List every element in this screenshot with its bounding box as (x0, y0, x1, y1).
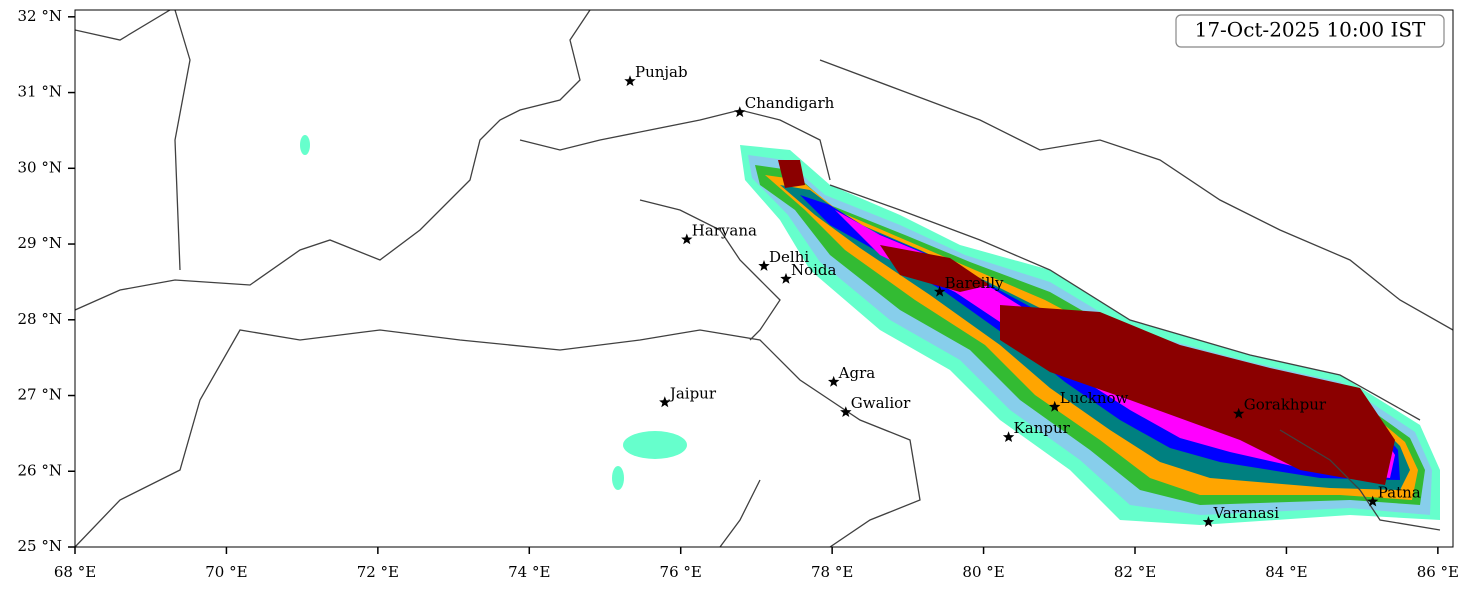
city-label: Kanpur (1014, 419, 1071, 437)
boundary (1279, 429, 1441, 531)
city-marker (734, 106, 746, 118)
x-tick-label: 84 °E (1265, 563, 1307, 581)
city-marker (1049, 400, 1061, 412)
rain-layer (778, 160, 805, 188)
x-tick-label: 72 °E (357, 563, 399, 581)
y-tick-label: 26 °N (18, 461, 62, 479)
boundary (75, 10, 171, 41)
city-label: Punjab (635, 63, 688, 81)
city-marker (1233, 407, 1245, 419)
y-tick-label: 32 °N (18, 7, 62, 25)
city-marker (780, 272, 792, 284)
x-tick-label: 78 °E (811, 563, 853, 581)
y-tick-label: 28 °N (18, 310, 62, 328)
city-label: Noida (791, 261, 837, 279)
y-tick-label: 30 °N (18, 158, 62, 176)
city-label: Delhi (769, 248, 809, 266)
x-tick-label: 82 °E (1114, 563, 1156, 581)
city-marker (624, 75, 636, 87)
boundary (819, 59, 1453, 331)
precipitation-field (300, 135, 1440, 525)
boundary (719, 479, 761, 547)
city-label: Jaipur (668, 384, 717, 402)
boundary (174, 10, 191, 271)
rain-patch (300, 135, 310, 155)
city-marker (1202, 516, 1215, 527)
city-marker (840, 406, 852, 417)
city-marker (659, 396, 671, 408)
city-label: Bareilly (945, 274, 1004, 292)
city-label: Lucknow (1060, 389, 1129, 407)
boundary (75, 10, 591, 311)
y-tick-label: 31 °N (18, 83, 62, 101)
city-marker (1002, 431, 1015, 442)
y-tick-label: 25 °N (18, 537, 62, 555)
plot-frame (74, 9, 1454, 548)
city-marker (681, 233, 693, 245)
city-label: Chandigarh (745, 94, 835, 112)
city-label: Varanasi (1212, 504, 1279, 522)
boundary (639, 199, 781, 341)
boundaries (75, 10, 1453, 547)
x-tick-label: 76 °E (660, 563, 702, 581)
rain-layer (880, 245, 990, 292)
city-label: Haryana (692, 221, 757, 239)
axes: 68 °E 70 °E 72 °E 74 °E 76 °E 78 °E 80 °E 82 °E… (18, 7, 1459, 581)
y-tick-label: 29 °N (18, 234, 62, 252)
timestamp: 17-Oct-2025 10:00 IST (1195, 18, 1426, 42)
city-label: Gorakhpur (1244, 396, 1327, 414)
city-label: Agra (838, 364, 876, 382)
x-tick-label: 86 °E (1417, 563, 1459, 581)
city-marker (934, 285, 946, 297)
x-tick-label: 74 °E (508, 563, 550, 581)
city-label: Patna (1378, 484, 1421, 502)
boundary (829, 184, 1421, 421)
boundary (519, 109, 831, 181)
rain-patch (623, 431, 687, 459)
rain-patch (612, 466, 624, 490)
city-marker (758, 260, 770, 271)
timestamp-box (1175, 14, 1445, 48)
y-tick-label: 27 °N (18, 386, 62, 404)
city-marker (828, 375, 840, 387)
x-tick-label: 70 °E (205, 563, 247, 581)
city-label: Gwalior (851, 394, 911, 412)
city-marker (1367, 495, 1379, 507)
x-tick-label: 68 °E (54, 563, 96, 581)
boundary (75, 329, 921, 547)
x-tick-label: 80 °E (962, 563, 1004, 581)
